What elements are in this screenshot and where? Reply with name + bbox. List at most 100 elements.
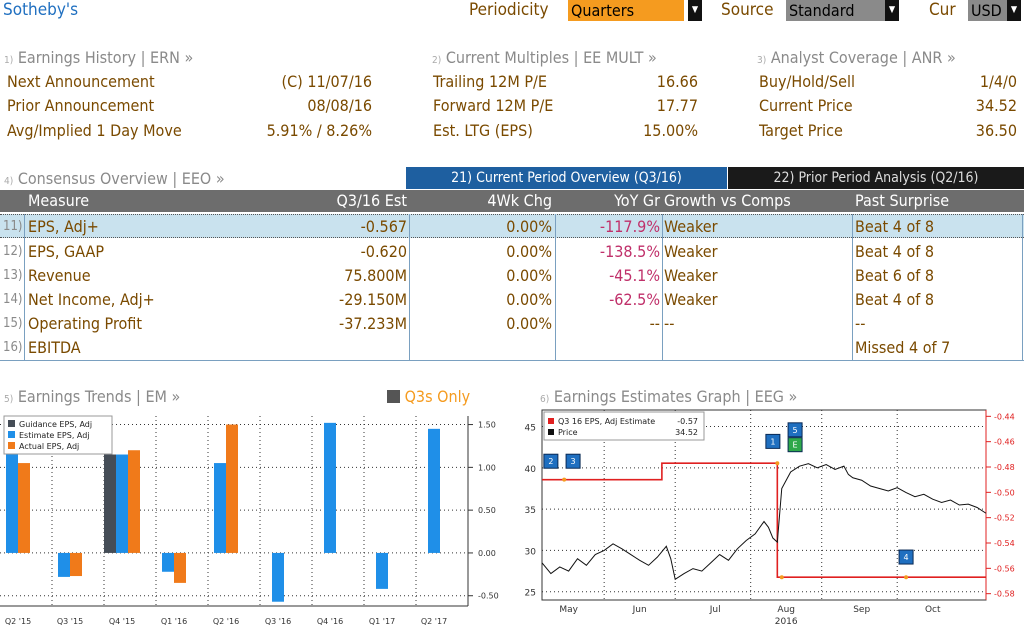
y-tick-label: 1.00 [478, 463, 496, 472]
x-tick-label: Q4 '15 [109, 617, 135, 626]
x-tick-label: Q3 '15 [57, 617, 83, 626]
y2-tick-label: -0.56 [994, 564, 1015, 573]
legend-label: Price [558, 428, 578, 437]
analyst-label: Current Price [759, 96, 853, 115]
analyst-label: Target Price [759, 121, 843, 140]
section-title: Analyst Coverage | ANR » [770, 48, 956, 67]
tab-prior-period[interactable]: 22) Prior Period Analysis (Q2/16) [728, 167, 1024, 189]
legend-label: Q3 16 EPS, Adj Estimate [558, 417, 655, 426]
legend-value: 34.52 [675, 428, 698, 437]
row-number: 12) [3, 244, 23, 259]
currency-dropdown[interactable]: USD [968, 0, 1007, 21]
x-tick-label: May [559, 605, 578, 615]
periodicity-dropdown[interactable]: Quarters [568, 0, 684, 21]
x-tick-label: Q4 '16 [317, 617, 343, 626]
multiples-value: 15.00% [643, 121, 698, 140]
history-value: 08/08/16 [307, 96, 372, 115]
col-measure: Measure [28, 191, 90, 210]
history-value: (C) 11/07/16 [281, 72, 373, 91]
row-measure: EBITDA [28, 338, 81, 357]
row-measure: EPS, GAAP [28, 242, 105, 261]
section-title: Earnings Estimates Graph | EEG » [553, 387, 798, 406]
bar [58, 552, 70, 577]
table-row[interactable]: 14) Net Income, Adj+ -29.150M 0.00% -62.… [0, 288, 1024, 312]
event-marker [787, 422, 803, 438]
row-number: 15) [3, 316, 23, 331]
earnings-trends-header[interactable]: 5) Earnings Trends | EM » [4, 387, 180, 406]
y2-tick-label: -0.48 [994, 463, 1015, 472]
legend-label: Guidance EPS, Adj [19, 420, 92, 429]
table-header: Measure Q3/16 Est 4Wk Chg YoY Gr Growth … [0, 190, 1024, 212]
row-number: 14) [3, 292, 23, 307]
event-marker-label: 4 [904, 553, 909, 562]
history-label: Avg/Implied 1 Day Move [7, 121, 182, 140]
row-surprise: Missed 4 of 7 [855, 338, 951, 357]
bar [70, 552, 82, 577]
x-tick-label: Q2 '15 [5, 617, 31, 626]
table-row[interactable]: 11) EPS, Adj+ -0.567 0.00% -117.9% Weake… [0, 214, 1024, 238]
earnings-history-header[interactable]: 1) Earnings History | ERN » [4, 48, 193, 67]
y2-tick-label: -0.46 [994, 438, 1015, 447]
y-tick-label: 25 [525, 589, 536, 599]
analyst-coverage-header[interactable]: 3) Analyst Coverage | ANR » [757, 48, 956, 67]
x-tick-label: Q1 '16 [161, 617, 187, 626]
estimate-dot [775, 461, 780, 466]
row-est: -29.150M [339, 290, 407, 309]
col-chg: 4Wk Chg [487, 191, 552, 210]
y-tick-label: 40 [525, 465, 537, 475]
y2-tick-label: -0.52 [994, 514, 1015, 523]
earnings-graph-header[interactable]: 6) Earnings Estimates Graph | EEG » [540, 387, 797, 406]
bar [272, 552, 284, 602]
tab-current-period[interactable]: 21) Current Period Overview (Q3/16) [406, 167, 727, 189]
x-tick-label: Jul [709, 605, 721, 615]
row-chg: 0.00% [506, 290, 552, 309]
chevron-down-icon[interactable]: ▼ [688, 0, 702, 21]
row-measure: Net Income, Adj+ [28, 290, 155, 309]
estimate-line [542, 462, 986, 578]
consensus-overview-header[interactable]: 4) Consensus Overview | EEO » [4, 169, 225, 188]
chevron-down-icon[interactable]: ▼ [885, 0, 899, 21]
row-measure: EPS, Adj+ [28, 217, 99, 236]
bar [6, 451, 18, 553]
estimate-dot [779, 575, 784, 580]
source-dropdown[interactable]: Standard [786, 0, 885, 21]
y-tick-label: 30 [525, 547, 537, 557]
bar [214, 463, 226, 553]
table-row[interactable]: 12) EPS, GAAP -0.620 0.00% -138.5% Weake… [0, 240, 1024, 264]
col-surprise: Past Surprise [855, 191, 950, 210]
row-growth: Weaker [664, 217, 718, 236]
source-label: Source [721, 0, 774, 20]
col-yoy: YoY Gr [614, 191, 660, 210]
row-growth: Weaker [664, 290, 718, 309]
section-title: Consensus Overview | EEO » [17, 169, 225, 188]
row-growth: Weaker [664, 242, 718, 261]
section-number: 1) [4, 55, 14, 66]
event-marker [898, 549, 914, 565]
table-row[interactable]: 13) Revenue 75.800M 0.00% -45.1% Weaker … [0, 264, 1024, 288]
multiples-value: 17.77 [656, 96, 698, 115]
event-marker-label: 1 [770, 437, 775, 446]
y2-tick-label: -0.44 [994, 412, 1015, 421]
company-name: Sotheby's [3, 0, 79, 20]
multiples-label: Forward 12M P/E [433, 96, 554, 115]
legend-swatch [8, 431, 15, 438]
q3s-only-toggle[interactable]: Q3s Only [387, 387, 470, 406]
analyst-label: Buy/Hold/Sell [759, 72, 855, 91]
earnings-trends-chart[interactable]: 1.50 1.00 0.50 0.00 -0.50 Q2 '15 Q3 '15 Q4 '15 Q… [0, 408, 505, 632]
current-multiples-header[interactable]: 2) Current Multiples | EE MULT » [432, 48, 657, 67]
row-surprise: Beat 4 of 8 [855, 217, 935, 236]
bar [18, 463, 30, 553]
table-row[interactable]: 15) Operating Profit -37.233M 0.00% -- -… [0, 312, 1024, 336]
earnings-estimates-chart[interactable]: 4540353025-0.44-0.46-0.48-0.50-0.52-0.54… [512, 408, 1024, 632]
section-number: 2) [432, 55, 442, 66]
y-tick-label: 35 [525, 506, 536, 516]
bar [116, 454, 128, 553]
x-tick-label: Q1 '17 [369, 617, 395, 626]
y-tick-label: 45 [525, 424, 536, 434]
table-row[interactable]: 16) EBITDA Missed 4 of 7 [0, 336, 1024, 360]
chevron-down-icon[interactable]: ▼ [1007, 0, 1021, 21]
bar [226, 424, 238, 553]
section-number: 4) [4, 176, 14, 187]
x-tick-label: Q2 '17 [421, 617, 447, 626]
event-marker [543, 453, 559, 469]
